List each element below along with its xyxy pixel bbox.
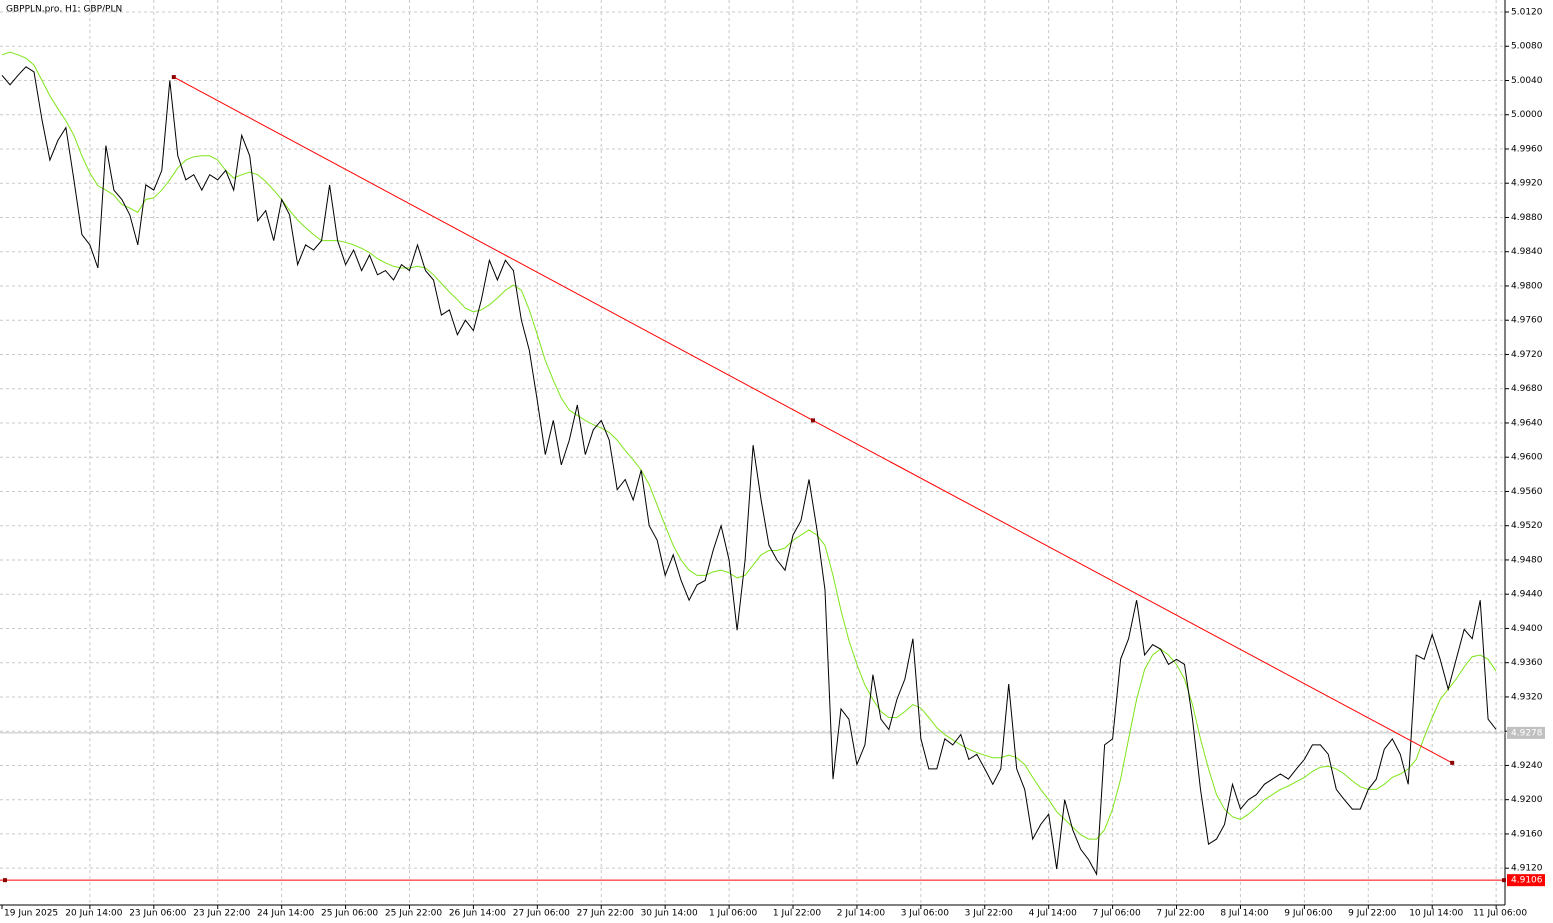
trendline-anchor (171, 75, 176, 80)
x-tick-label: 23 Jun 06:00 (129, 909, 186, 919)
y-tick-label: 4.9600 (1511, 453, 1543, 463)
price-label: 4.9278 (1511, 728, 1543, 738)
y-tick-label: 4.9880 (1511, 213, 1543, 223)
y-tick-label: 5.0000 (1511, 110, 1543, 120)
line-handle (3, 878, 7, 883)
y-tick-label: 5.0080 (1511, 42, 1543, 52)
x-tick-label: 30 Jun 14:00 (641, 909, 698, 919)
x-tick-label: 25 Jun 22:00 (385, 909, 442, 919)
x-tick-label: 2 Jul 14:00 (837, 909, 886, 919)
y-tick-label: 5.0040 (1511, 76, 1543, 86)
price-label-box (1507, 874, 1545, 887)
x-tick-label: 1 Jul 22:00 (773, 909, 822, 919)
line-handle (1502, 878, 1506, 883)
trendline-anchor (1450, 760, 1455, 765)
y-tick-label: 4.9120 (1511, 864, 1543, 874)
x-tick-label: 10 Jul 14:00 (1409, 909, 1463, 919)
price-line (1, 66, 1497, 876)
y-tick-label: 4.9200 (1511, 795, 1543, 805)
trendline-anchor (810, 418, 815, 423)
x-tick-label: 23 Jun 22:00 (193, 909, 250, 919)
x-tick-label: 9 Jul 22:00 (1348, 909, 1397, 919)
x-tick-label: 4 Jul 14:00 (1029, 909, 1078, 919)
x-tick-label: 27 Jun 22:00 (577, 909, 634, 919)
price-line (1, 51, 1497, 840)
x-tick-label: 7 Jul 22:00 (1156, 909, 1205, 919)
x-tick-label: 7 Jul 06:00 (1092, 909, 1141, 919)
x-tick-label: 25 Jun 06:00 (321, 909, 378, 919)
x-tick-label: 1 Jul 06:00 (709, 909, 758, 919)
x-tick-label: 19 Jun 2025 (4, 909, 58, 919)
chart-title: GBPPLN.pro, H1: GBP/PLN (6, 5, 122, 15)
price-label: 4.9106 (1511, 876, 1543, 886)
y-tick-label: 5.0120 (1511, 7, 1543, 17)
x-tick-label: 24 Jun 14:00 (257, 909, 314, 919)
x-tick-label: 3 Jul 22:00 (965, 909, 1014, 919)
y-tick-label: 4.9320 (1511, 692, 1543, 702)
y-tick-label: 4.9840 (1511, 247, 1543, 257)
y-tick-label: 4.9440 (1511, 590, 1543, 600)
x-tick-label: 3 Jul 06:00 (901, 909, 950, 919)
price-label-box (1507, 726, 1545, 739)
y-tick-label: 4.9400 (1511, 624, 1543, 634)
y-tick-label: 4.9920 (1511, 179, 1543, 189)
x-tick-label: 8 Jul 14:00 (1220, 909, 1269, 919)
y-tick-label: 4.9960 (1511, 144, 1543, 154)
y-tick-label: 4.9760 (1511, 316, 1543, 326)
x-tick-label: 9 Jul 06:00 (1284, 909, 1333, 919)
y-tick-label: 4.9360 (1511, 658, 1543, 668)
y-tick-label: 4.9720 (1511, 350, 1543, 360)
y-tick-label: 4.9640 (1511, 418, 1543, 428)
x-tick-label: 27 Jun 06:00 (513, 909, 570, 919)
y-tick-label: 4.9560 (1511, 487, 1543, 497)
y-tick-label: 4.9240 (1511, 761, 1543, 771)
y-tick-label: 4.9800 (1511, 281, 1543, 291)
x-tick-label: 20 Jun 14:00 (65, 909, 122, 919)
y-tick-label: 4.9160 (1511, 829, 1543, 839)
y-tick-label: 4.9680 (1511, 384, 1543, 394)
y-tick-label: 4.9520 (1511, 521, 1543, 531)
x-tick-label: 26 Jun 14:00 (449, 909, 506, 919)
x-tick-label: 11 Jul 06:00 (1473, 909, 1527, 919)
y-tick-label: 4.9480 (1511, 555, 1543, 565)
